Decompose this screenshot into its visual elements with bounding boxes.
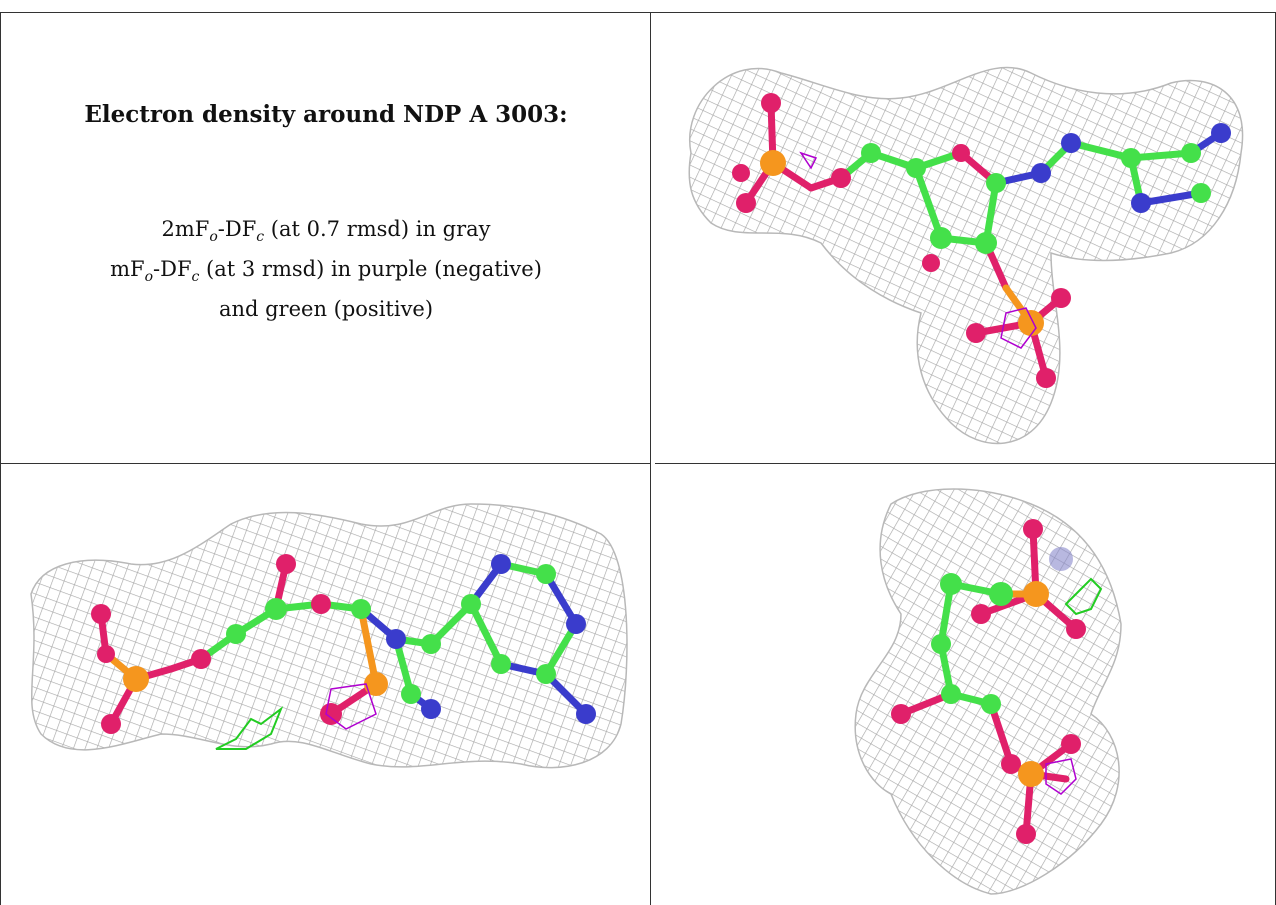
table-left-border: [0, 12, 1, 905]
panel-view-1: [651, 13, 1275, 463]
caption-body: 2mFo-DFc (at 0.7 rmsd) in gray mFo-DFc (…: [1, 213, 650, 325]
panel-view-3: [651, 464, 1275, 905]
negative-density-blob: [1000, 307, 1037, 349]
table-center-border: [650, 12, 651, 905]
ligand-atoms: [891, 519, 1086, 844]
density-view-3: [854, 488, 1122, 895]
negative-density-blob: [1045, 758, 1077, 795]
density-view-1: [688, 66, 1244, 445]
negative-density-blob-small: [799, 151, 818, 170]
caption-line-1: 2mFo-DFc (at 0.7 rmsd) in gray: [161, 217, 491, 246]
panel-view-2: [1, 464, 650, 905]
table-middle-border: [0, 463, 650, 464]
caption-line-2: mFo-DFc (at 3 rmsd) in purple (negative): [110, 257, 542, 286]
caption-cell: Electron density around NDP A 3003: 2mFo…: [1, 13, 650, 463]
caption-line-3: and green (positive): [218, 297, 434, 322]
density-mesh: [30, 503, 628, 769]
positive-density-blob: [215, 706, 284, 750]
positive-density-blob: [1064, 577, 1103, 616]
density-mesh: [854, 488, 1122, 895]
table-middle-border-right: [655, 463, 1276, 464]
density-mesh: [688, 66, 1244, 445]
table-top-border: [0, 12, 1276, 13]
caption-title: Electron density around NDP A 3003:: [84, 101, 568, 128]
ligand-atoms: [91, 554, 596, 734]
ligand-atoms: [732, 93, 1231, 388]
negative-density-blob: [325, 683, 377, 730]
density-view-2: [30, 503, 628, 769]
